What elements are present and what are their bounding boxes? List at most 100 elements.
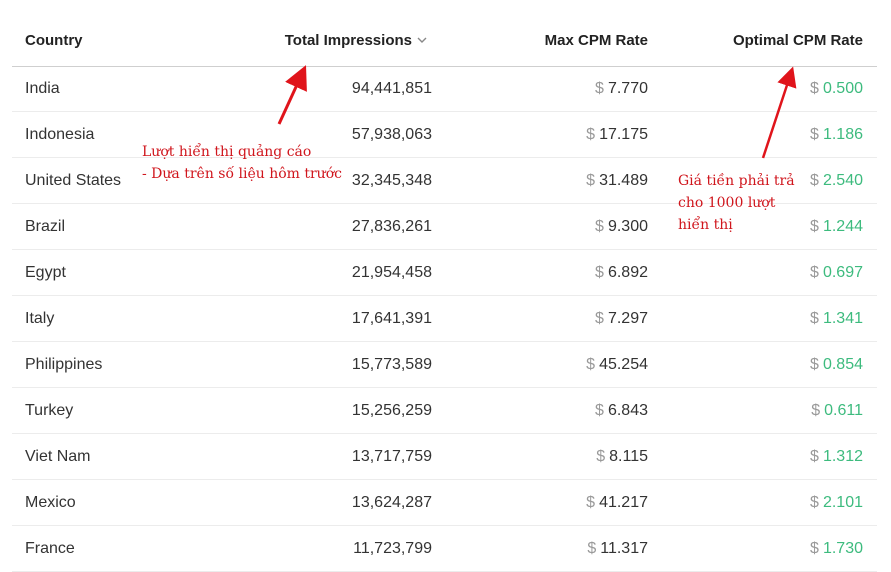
amount: 1.312 bbox=[822, 448, 863, 465]
table-row: Brazil 27,836,261 $9.300 $1.244 bbox=[12, 204, 877, 250]
table-row: United States 32,345,348 $31.489 $2.540 bbox=[12, 158, 877, 204]
optimal-cpm-cell: $1.244 bbox=[810, 218, 863, 236]
impressions-cell: 15,773,589 bbox=[351, 356, 432, 373]
amount: 8.115 bbox=[609, 448, 648, 465]
amount: 1.341 bbox=[822, 310, 863, 327]
max-cpm-cell: $11.317 bbox=[587, 540, 648, 558]
amount: 7.297 bbox=[607, 310, 648, 327]
amount: 31.489 bbox=[599, 172, 648, 189]
country-cell: Mexico bbox=[25, 494, 76, 511]
annotation-line: Giá tiền phải trả bbox=[678, 173, 795, 189]
currency-symbol: $ bbox=[810, 540, 819, 557]
amount: 0.611 bbox=[824, 402, 863, 419]
currency-symbol: $ bbox=[586, 172, 596, 189]
max-cpm-cell: $9.300 bbox=[595, 218, 648, 236]
page: {"table": { "headers": ["Country", "Tota… bbox=[12, 0, 877, 572]
currency-symbol: $ bbox=[595, 402, 604, 419]
amount: 1.244 bbox=[822, 218, 863, 235]
table-row: Turkey 15,256,259 $6.843 $0.611 bbox=[12, 388, 877, 434]
currency-symbol: $ bbox=[810, 310, 819, 327]
amount: 2.101 bbox=[822, 494, 863, 511]
currency-symbol: $ bbox=[811, 402, 821, 419]
header-cell[interactable]: Optimal CPM Rate bbox=[732, 32, 863, 49]
currency-symbol: $ bbox=[586, 494, 596, 511]
currency-symbol: $ bbox=[596, 448, 606, 465]
annotation-line: cho 1000 lượt bbox=[678, 195, 776, 211]
amount: 41.217 bbox=[599, 494, 648, 511]
country-cell: Philippines bbox=[25, 356, 103, 373]
currency-symbol: $ bbox=[810, 218, 819, 235]
header-cell[interactable]: Total Impressions bbox=[285, 32, 428, 49]
impressions-cell: 94,441,851 bbox=[351, 80, 432, 97]
table-row: Viet Nam 13,717,759 $8.115 $1.312 bbox=[12, 434, 877, 480]
header-cell[interactable]: Country bbox=[25, 32, 83, 49]
country-cell: United States bbox=[25, 172, 122, 189]
annotation: Giá tiền phải trả cho 1000 lượt hiển thị bbox=[678, 170, 795, 236]
table-header: Country Total Impressions Max CPM Rate O… bbox=[12, 0, 877, 67]
optimal-cpm-cell: $2.101 bbox=[810, 494, 863, 512]
amount: 0.854 bbox=[822, 356, 863, 373]
currency-symbol: $ bbox=[595, 264, 604, 281]
currency-symbol: $ bbox=[595, 218, 604, 235]
annotation: Lượt hiển thị quảng cáo - Dựa trên số liệ… bbox=[142, 141, 342, 185]
currency-symbol: $ bbox=[810, 448, 819, 465]
currency-symbol: $ bbox=[810, 494, 819, 511]
max-cpm-cell: $17.175 bbox=[586, 126, 648, 144]
currency-symbol: $ bbox=[810, 264, 819, 281]
header-text: Total Impressions bbox=[284, 32, 412, 49]
amount: 45.254 bbox=[599, 356, 648, 373]
currency-symbol: $ bbox=[595, 310, 604, 327]
optimal-cpm-cell: $0.500 bbox=[810, 80, 863, 98]
table-row: Egypt 21,954,458 $6.892 $0.697 bbox=[12, 250, 877, 296]
impressions-cell: 32,345,348 bbox=[351, 172, 432, 189]
currency-symbol: $ bbox=[810, 80, 819, 97]
max-cpm-cell: $6.892 bbox=[595, 264, 648, 282]
optimal-cpm-cell: $1.312 bbox=[810, 448, 863, 466]
max-cpm-cell: $31.489 bbox=[586, 172, 648, 190]
amount: 6.892 bbox=[607, 264, 648, 281]
amount: 1.730 bbox=[822, 540, 863, 557]
amount: 6.843 bbox=[607, 402, 648, 419]
currency-symbol: $ bbox=[810, 172, 819, 189]
table-row: Philippines 15,773,589 $45.254 $0.854 bbox=[12, 342, 877, 388]
country-cell: France bbox=[25, 540, 75, 557]
amount: 0.500 bbox=[822, 80, 863, 97]
optimal-cpm-cell: $1.730 bbox=[810, 540, 863, 558]
annotation-arrows bbox=[277, 65, 797, 159]
country-cell: Viet Nam bbox=[25, 448, 91, 465]
max-cpm-cell: $8.115 bbox=[596, 448, 648, 466]
impressions-cell: 15,256,259 bbox=[351, 402, 432, 419]
annotation-line: Lượt hiển thị quảng cáo bbox=[142, 144, 312, 160]
country-cell: Turkey bbox=[25, 402, 74, 419]
table-row: Italy 17,641,391 $7.297 $1.341 bbox=[12, 296, 877, 342]
optimal-cpm-cell: $2.540 bbox=[810, 172, 863, 190]
currency-symbol: $ bbox=[586, 356, 596, 373]
sort-icon bbox=[417, 37, 427, 43]
amount: 7.770 bbox=[607, 80, 648, 97]
currency-symbol: $ bbox=[810, 126, 819, 143]
header-cell[interactable]: Max CPM Rate bbox=[544, 32, 648, 49]
optimal-cpm-cell: $0.697 bbox=[810, 264, 863, 282]
country-cell: India bbox=[25, 80, 60, 97]
max-cpm-cell: $7.770 bbox=[595, 80, 648, 98]
impressions-cell: 21,954,458 bbox=[351, 264, 432, 281]
arrow bbox=[277, 65, 307, 125]
currency-symbol: $ bbox=[587, 540, 597, 557]
impressions-cell: 57,938,063 bbox=[351, 126, 432, 143]
table-row: India 94,441,851 $7.770 $0.500 bbox=[12, 66, 877, 112]
max-cpm-cell: $6.843 bbox=[595, 402, 648, 420]
arrow bbox=[761, 66, 797, 159]
impressions-cell: 13,717,759 bbox=[351, 448, 432, 465]
currency-symbol: $ bbox=[810, 356, 819, 373]
max-cpm-cell: $41.217 bbox=[586, 494, 648, 512]
impressions-cell: 17,641,391 bbox=[351, 310, 432, 327]
amount: 1.186 bbox=[822, 126, 863, 143]
table-row: Mexico 13,624,287 $41.217 $2.101 bbox=[12, 480, 877, 526]
optimal-cpm-cell: $1.341 bbox=[810, 310, 863, 328]
max-cpm-cell: $45.254 bbox=[586, 356, 648, 374]
amount: 17.175 bbox=[599, 126, 648, 143]
optimal-cpm-cell: $1.186 bbox=[810, 126, 863, 144]
amount: 9.300 bbox=[607, 218, 648, 235]
optimal-cpm-cell: $0.611 bbox=[811, 402, 863, 420]
amount: 2.540 bbox=[822, 172, 863, 189]
